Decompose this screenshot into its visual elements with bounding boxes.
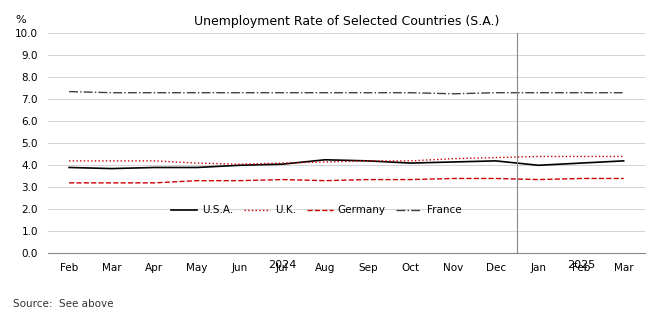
Germany: [577, 177, 585, 180]
France: [321, 91, 329, 95]
U.S.A.: [449, 160, 457, 164]
U.K.: [321, 160, 329, 164]
Text: 2024: 2024: [268, 260, 296, 270]
U.K.: [150, 159, 158, 163]
Line: France: France: [69, 92, 624, 94]
U.K.: [492, 156, 500, 159]
U.K.: [577, 155, 585, 158]
France: [279, 91, 286, 95]
Germany: [321, 179, 329, 182]
U.K.: [364, 159, 372, 163]
France: [236, 91, 244, 95]
France: [620, 91, 628, 95]
U.S.A.: [492, 159, 500, 163]
U.S.A.: [535, 163, 543, 167]
U.K.: [620, 155, 628, 158]
Germany: [407, 178, 414, 182]
Y-axis label: %: %: [16, 14, 26, 24]
U.S.A.: [193, 166, 201, 169]
France: [108, 91, 115, 95]
U.K.: [236, 162, 244, 166]
U.S.A.: [150, 166, 158, 169]
U.K.: [279, 161, 286, 165]
U.K.: [407, 159, 414, 163]
Germany: [193, 179, 201, 182]
France: [535, 91, 543, 95]
U.S.A.: [108, 167, 115, 171]
U.S.A.: [364, 159, 372, 163]
France: [150, 91, 158, 95]
U.S.A.: [321, 158, 329, 162]
U.S.A.: [65, 166, 73, 169]
Germany: [535, 178, 543, 182]
Germany: [236, 179, 244, 182]
U.K.: [449, 157, 457, 161]
U.K.: [535, 155, 543, 158]
France: [193, 91, 201, 95]
France: [492, 91, 500, 95]
U.K.: [193, 161, 201, 165]
Line: U.K.: U.K.: [69, 156, 624, 164]
Legend: U.S.A., U.K., Germany, France: U.S.A., U.K., Germany, France: [167, 201, 466, 219]
Text: 2025: 2025: [567, 260, 595, 270]
U.S.A.: [620, 159, 628, 163]
Germany: [620, 177, 628, 180]
France: [449, 92, 457, 96]
Germany: [108, 181, 115, 185]
U.S.A.: [236, 163, 244, 167]
Germany: [364, 178, 372, 182]
Text: Source:  See above: Source: See above: [13, 299, 114, 309]
U.K.: [108, 159, 115, 163]
U.S.A.: [577, 161, 585, 165]
Germany: [150, 181, 158, 185]
France: [577, 91, 585, 95]
U.S.A.: [279, 162, 286, 166]
France: [65, 90, 73, 94]
Germany: [65, 181, 73, 185]
Germany: [492, 177, 500, 180]
U.K.: [65, 159, 73, 163]
France: [364, 91, 372, 95]
Germany: [279, 178, 286, 182]
Line: U.S.A.: U.S.A.: [69, 160, 624, 169]
France: [407, 91, 414, 95]
Title: Unemployment Rate of Selected Countries (S.A.): Unemployment Rate of Selected Countries …: [193, 15, 499, 28]
Line: Germany: Germany: [69, 178, 624, 183]
U.S.A.: [407, 161, 414, 165]
Germany: [449, 177, 457, 180]
